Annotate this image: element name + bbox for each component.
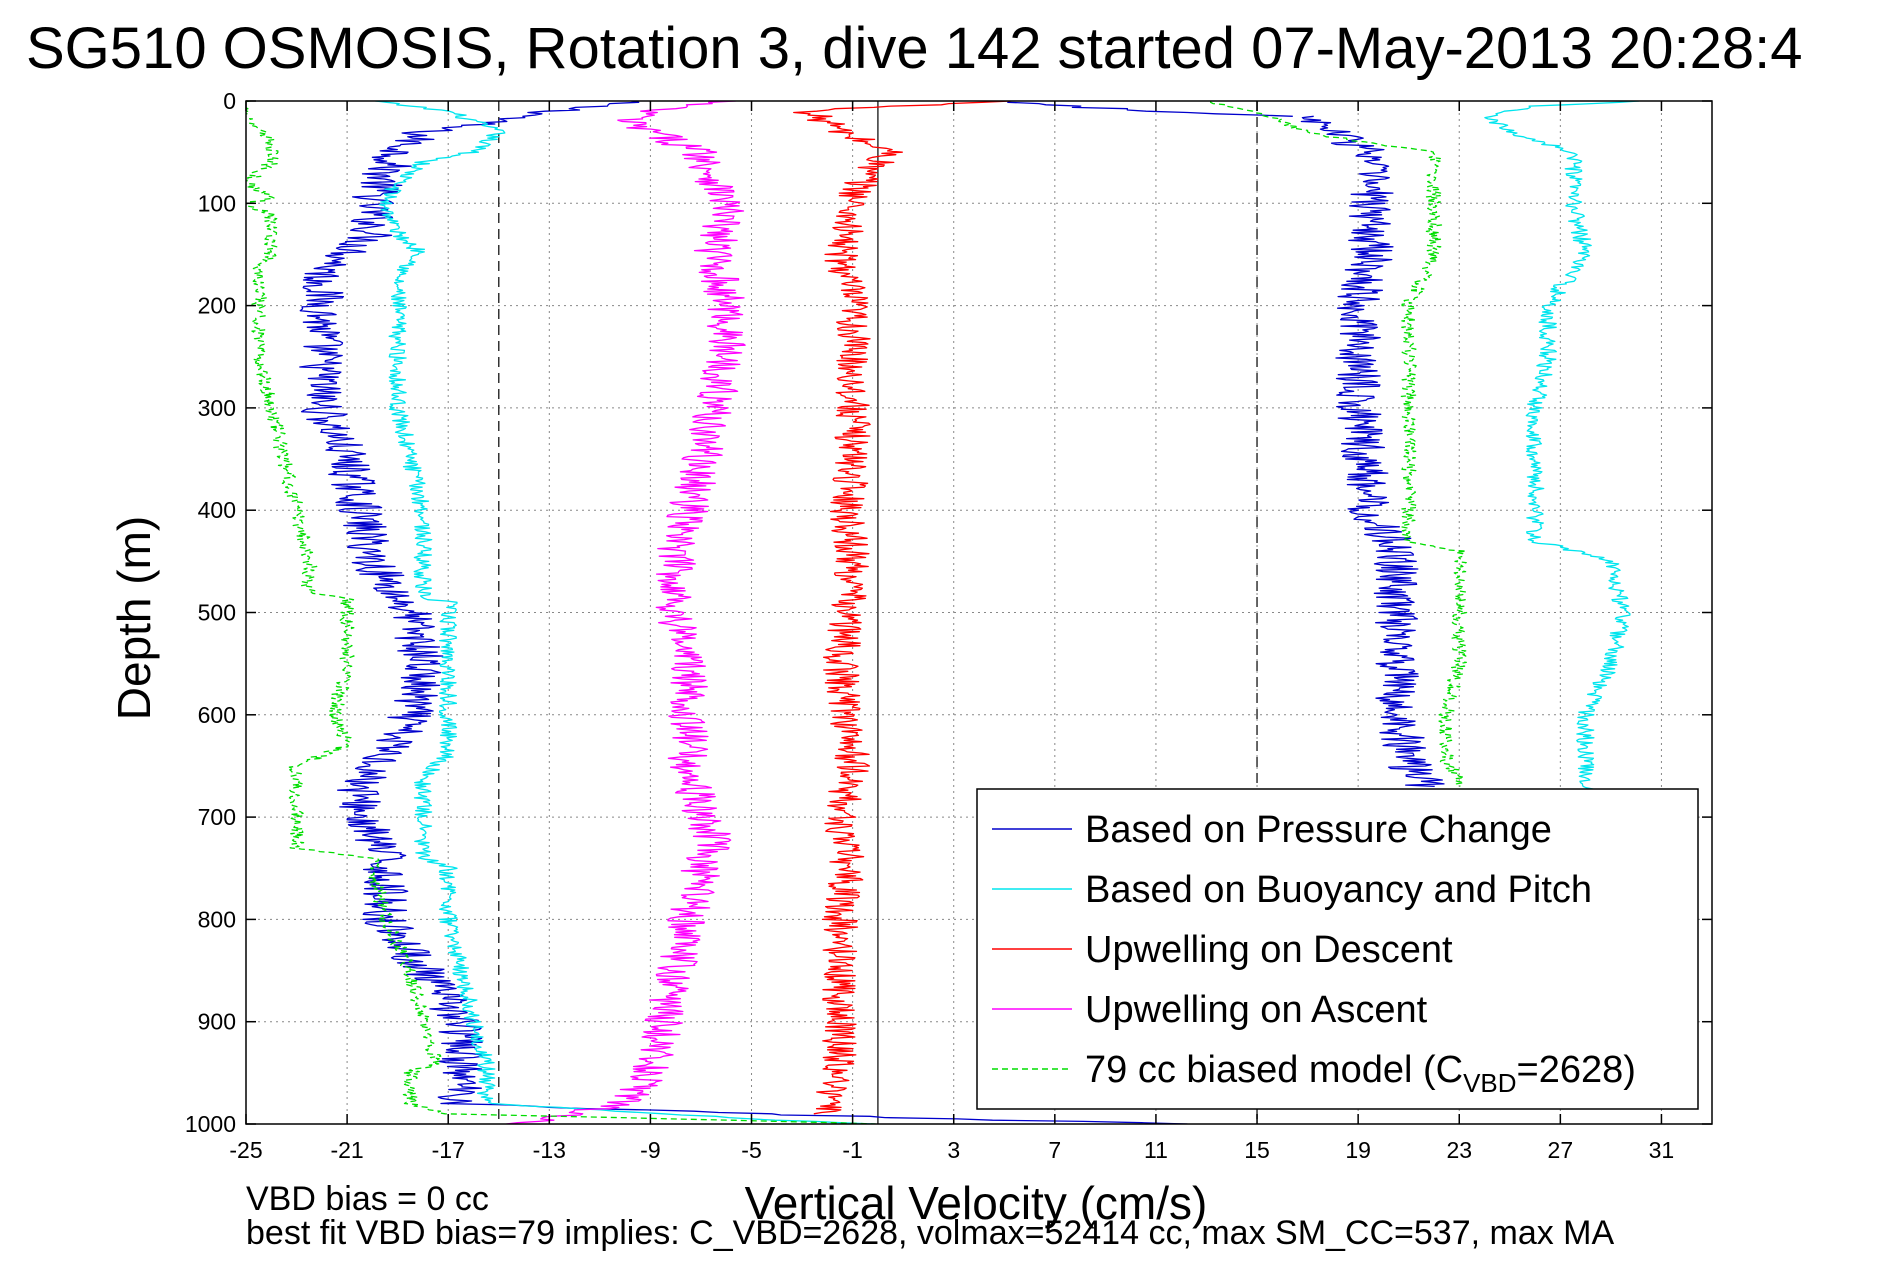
series-line	[375, 101, 875, 1124]
series-line	[1300, 115, 1445, 788]
x-tick-label: 23	[1446, 1137, 1472, 1163]
legend-box	[976, 788, 1699, 1110]
x-ticks: -25 -21 -17 -13 -9 -5 -1 3 7 11 15 19 23 27 31	[229, 101, 1674, 1163]
series-2	[793, 101, 1012, 1115]
y-axis-label: Depth (m)	[108, 516, 160, 720]
y-tick-label: 400	[198, 497, 236, 523]
series-line	[1007, 101, 1293, 117]
x-tick-label: 11	[1144, 1137, 1168, 1163]
chart-title: SG510 OSMOSIS, Rotation 3, dive 142 star…	[26, 16, 1802, 81]
y-tick-label: 100	[198, 190, 236, 216]
best-fit-note: best fit VBD bias=79 implies: C_VBD=2628…	[246, 1214, 1615, 1252]
series-3	[506, 101, 746, 1124]
x-tick-label: -17	[432, 1137, 465, 1163]
y-tick-label: 0	[223, 88, 236, 114]
y-tick-label: 900	[198, 1009, 236, 1035]
y-tick-label: 500	[198, 600, 236, 626]
series-line	[793, 101, 1012, 1115]
y-tick-label: 600	[198, 702, 236, 728]
y-tick-label: 1000	[185, 1111, 236, 1137]
series-line	[299, 101, 1188, 1124]
y-tick-label: 800	[198, 906, 236, 932]
x-tick-label: -13	[533, 1137, 566, 1163]
series-line	[1484, 101, 1640, 798]
legend-label: Based on Pressure Change	[1085, 809, 1552, 851]
legend-label: Upwelling on Ascent	[1085, 989, 1428, 1031]
x-tick-label: -9	[640, 1137, 660, 1163]
series-line	[1209, 101, 1468, 787]
series-1	[375, 101, 1640, 1124]
x-tick-label: 7	[1048, 1137, 1061, 1163]
legend-label: 79 cc biased model (CVBD=2628)	[1085, 1049, 1636, 1098]
x-tick-label: 15	[1244, 1137, 1270, 1163]
legend-label: Upwelling on Descent	[1085, 929, 1453, 971]
y-ticks: 0 100 200 300 400 500 600 700 800 900 1000	[185, 88, 1712, 1137]
y-tick-label: 700	[198, 804, 236, 830]
series-line	[246, 101, 876, 1124]
x-tick-label: 27	[1548, 1137, 1574, 1163]
series-layer	[246, 101, 1640, 1124]
legend: Based on Pressure Change Based on Buoyanc…	[976, 788, 1699, 1110]
vbd-bias-note: VBD bias = 0 cc	[246, 1180, 489, 1218]
x-tick-label: 3	[947, 1137, 960, 1163]
y-tick-label: 300	[198, 395, 236, 421]
legend-label: Based on Buoyancy and Pitch	[1085, 869, 1592, 911]
x-tick-label: -21	[330, 1137, 363, 1163]
series-line	[506, 101, 746, 1124]
x-tick-label: -25	[229, 1137, 262, 1163]
series-4	[246, 101, 1468, 1124]
x-tick-label: 31	[1649, 1137, 1675, 1163]
x-axis-label: Vertical Velocity (cm/s)	[745, 1177, 1208, 1229]
x-tick-label: 19	[1345, 1137, 1371, 1163]
x-tick-label: -5	[741, 1137, 761, 1163]
x-tick-label: -1	[842, 1137, 862, 1163]
series-0	[299, 101, 1445, 1124]
y-tick-label: 200	[198, 293, 236, 319]
